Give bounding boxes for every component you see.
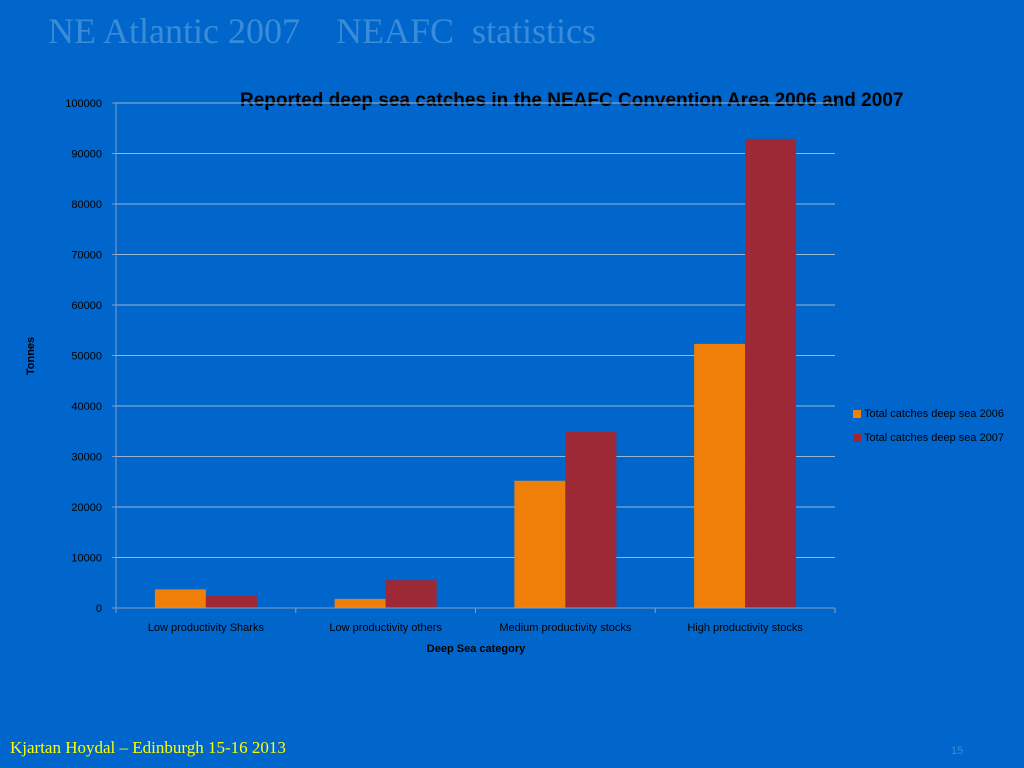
bar-2007-0 <box>205 595 257 608</box>
y-tick-label: 100000 <box>65 98 102 110</box>
chart-bars <box>154 138 797 609</box>
legend-item-2007: Total catches deep sea 2007 <box>853 426 1004 450</box>
bar-2006-2 <box>514 480 566 608</box>
y-tick-label: 50000 <box>71 351 102 363</box>
x-tick-label: Low productivity Sharks <box>148 622 265 634</box>
y-tick-label: 70000 <box>71 250 102 262</box>
y-axis-title: Tonnes <box>25 337 37 375</box>
x-axis-ticks: Low productivity Sharks Low productivity … <box>148 622 804 634</box>
chart-legend: Total catches deep sea 2006 Total catche… <box>853 402 1004 450</box>
x-tick-label: High productivity stocks <box>687 622 803 634</box>
y-tick-label: 60000 <box>71 300 102 312</box>
x-tick-label: Medium productivity stocks <box>499 622 632 634</box>
slide-title: NE Atlantic 2007 NEAFC statistics <box>48 11 596 51</box>
footer-author: Kjartan Hoydal – Edinburgh 15-16 2013 <box>10 738 286 757</box>
y-tick-label: 30000 <box>71 452 102 464</box>
y-tick-label: 20000 <box>71 502 102 514</box>
legend-swatch-2007 <box>853 434 861 442</box>
chart-axes <box>112 102 836 613</box>
y-tick-label: 10000 <box>71 553 102 565</box>
y-tick-label: 90000 <box>71 149 102 161</box>
y-tick-label: 80000 <box>71 199 102 211</box>
page-number: 15 <box>951 745 964 757</box>
y-tick-label: 40000 <box>71 401 102 413</box>
chart-title: Reported deep sea catches in the NEAFC C… <box>240 90 904 111</box>
legend-item-2006: Total catches deep sea 2006 <box>853 402 1004 426</box>
legend-swatch-2006 <box>853 410 861 418</box>
x-tick-label: Low productivity others <box>329 622 442 634</box>
legend-label-2006: Total catches deep sea 2006 <box>864 408 1005 420</box>
y-axis-ticks: 0 10000 20000 30000 40000 50000 60000 70000 8000… <box>65 98 102 615</box>
y-tick-label: 0 <box>96 603 102 615</box>
bar-2007-2 <box>565 431 617 608</box>
bar-2006-1 <box>334 598 386 608</box>
bar-2006-3 <box>694 343 746 608</box>
bar-2007-1 <box>385 580 437 608</box>
x-axis-title: Deep Sea category <box>427 643 526 655</box>
bar-2006-0 <box>154 589 206 608</box>
bar-2007-3 <box>745 138 797 609</box>
legend-label-2007: Total catches deep sea 2007 <box>864 432 1005 444</box>
